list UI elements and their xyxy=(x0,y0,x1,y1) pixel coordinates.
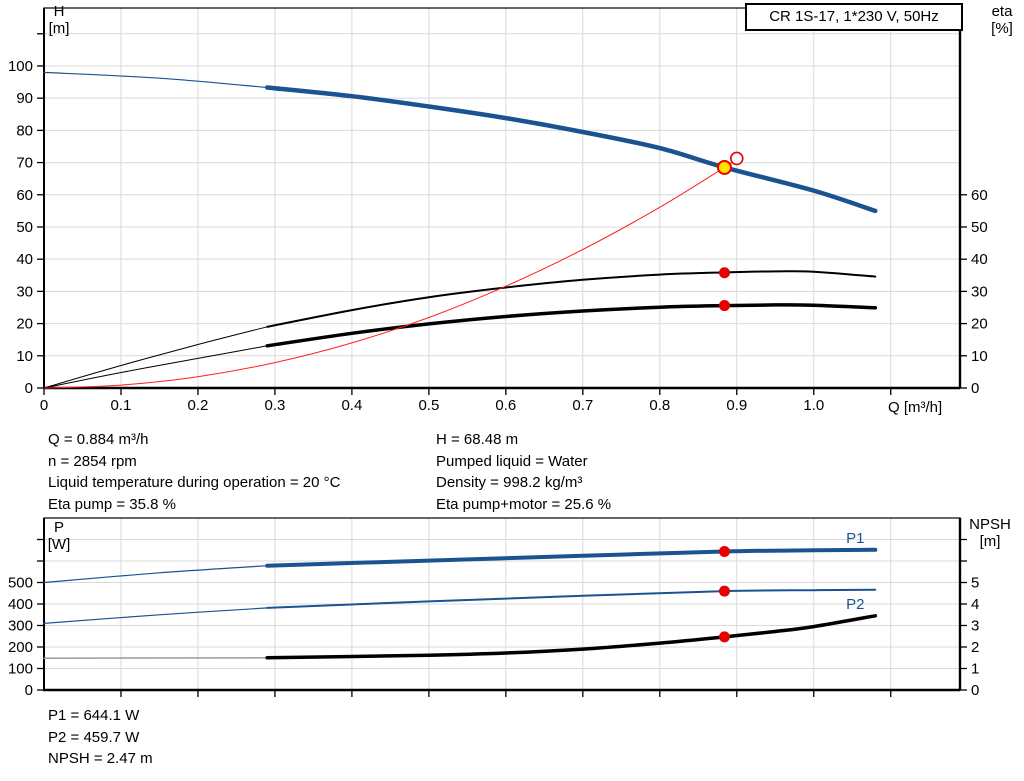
h-axis-label: H [m] xyxy=(48,3,70,37)
y-left-tick-label: 70 xyxy=(16,155,33,172)
duty-info-right: H = 68.48 m Pumped liquid = Water Densit… xyxy=(436,429,611,515)
axis-ticks xyxy=(37,33,967,395)
plot-border xyxy=(43,7,961,389)
eta-pump-curve xyxy=(266,270,877,328)
head-curve xyxy=(264,85,878,214)
chart-0: 0 0.1 0.2 0.3 0.4 0.5 0.6 0.7 0.8 0.9 1.0 0 10 20 30 40… xyxy=(8,7,988,414)
y-left-tick-label: 200 xyxy=(8,639,33,656)
eta-pump-motor-point xyxy=(718,300,730,312)
info-pumped-liquid: Pumped liquid = Water xyxy=(436,452,588,470)
eta-axis-label: eta [%] xyxy=(991,3,1013,37)
y-left-tick-label: 50 xyxy=(16,219,33,236)
eta-pump-min-flow xyxy=(43,326,268,389)
p1-curve xyxy=(265,547,878,568)
info-liquid-temp: Liquid temperature during operation = 20… xyxy=(48,474,341,491)
info-npsh: NPSH = 2.47 m xyxy=(48,750,153,767)
axis-tick-labels: 0 0.1 0.2 0.3 0.4 0.5 0.6 0.7 0.8 0.9 1.0 0 10 20 30 40… xyxy=(8,58,988,414)
y-right-tick-label: 3 xyxy=(971,618,979,635)
y-left-tick-label: 300 xyxy=(8,618,33,635)
y-left-tick-label: 0 xyxy=(25,682,33,699)
y-right-tick-label: 1 xyxy=(971,661,979,678)
info-h: H = 68.48 m xyxy=(436,431,519,448)
y-left-tick-label: 0 xyxy=(25,380,33,397)
x-tick-label: 0 xyxy=(40,397,48,414)
info-q: Q = 0.884 m³/h xyxy=(48,431,149,448)
eta-pump-motor-curve xyxy=(265,303,878,348)
duty-info-left: Q = 0.884 m³/h n = 2854 rpm Liquid tempe… xyxy=(48,429,340,515)
x-tick-label: 0.3 xyxy=(264,397,285,414)
head-curve-min-flow xyxy=(43,71,268,89)
y-right-tick-label: 30 xyxy=(971,283,988,300)
axis-ticks xyxy=(37,538,967,697)
x-tick-label: 0.9 xyxy=(726,397,747,414)
y-right-tick-label: 4 xyxy=(971,596,979,613)
y-left-tick-label: 80 xyxy=(16,122,33,139)
axis-tick-labels: 0 100 200 300 400 500 0 1 2 3 4 5 xyxy=(8,575,979,700)
p2-curve xyxy=(266,588,877,609)
p2-curve-label: P2 xyxy=(846,596,864,613)
info-eta-pump: Eta pump = 35.8 % xyxy=(48,495,176,513)
y-left-tick-label: 20 xyxy=(16,316,33,333)
y-right-tick-label: 0 xyxy=(971,380,979,397)
x-tick-label: 0.5 xyxy=(418,397,439,414)
x-tick-label: 0.4 xyxy=(341,397,362,414)
p1-curve-label: P1 xyxy=(846,530,864,547)
y-right-tick-label: 60 xyxy=(971,187,988,204)
requested-duty-point xyxy=(729,151,744,166)
q-axis-label: Q [m³/h] xyxy=(888,399,943,416)
y-right-tick-label: 20 xyxy=(971,316,988,333)
y-left-tick-label: 60 xyxy=(16,187,33,204)
gridlines xyxy=(44,8,960,388)
system-curve xyxy=(43,158,738,389)
x-tick-label: 0.8 xyxy=(649,397,670,414)
npsh-point xyxy=(718,631,730,643)
info-p2: P2 = 459.7 W xyxy=(48,728,140,746)
y-left-tick-label: 30 xyxy=(16,283,33,300)
x-tick-label: 1.0 xyxy=(803,397,824,414)
curve-title-box: CR 1S-17, 1*230 V, 50Hz xyxy=(745,3,963,31)
info-rpm: n = 2854 rpm xyxy=(48,452,137,470)
npsh-axis-label: NPSH [m] xyxy=(969,516,1011,550)
p1-min-flow xyxy=(43,565,268,584)
p2-min-flow xyxy=(43,607,268,624)
eta-pump-point xyxy=(718,267,730,279)
npsh-curve xyxy=(265,614,878,660)
p-axis-label: P [W] xyxy=(47,519,71,553)
y-left-tick-label: 40 xyxy=(16,251,33,268)
y-right-tick-label: 40 xyxy=(971,251,988,268)
y-left-tick-label: 90 xyxy=(16,90,33,107)
x-tick-label: 0.2 xyxy=(188,397,209,414)
power-info: P1 = 644.1 W P2 = 459.7 W NPSH = 2.47 m xyxy=(48,705,153,770)
y-left-tick-label: 400 xyxy=(8,596,33,613)
x-tick-label: 0.7 xyxy=(572,397,593,414)
y-left-tick-label: 500 xyxy=(8,575,33,592)
info-p1: P1 = 644.1 W xyxy=(48,707,140,724)
p1-point xyxy=(718,546,730,558)
y-right-tick-label: 2 xyxy=(971,639,979,656)
eta-pump-motor-min-flow xyxy=(43,345,268,389)
y-right-tick-label: 10 xyxy=(971,348,988,365)
duty-point[interactable] xyxy=(716,159,732,175)
info-density: Density = 998.2 kg/m³ xyxy=(436,474,583,491)
x-tick-label: 0.1 xyxy=(111,397,132,414)
y-right-tick-label: 5 xyxy=(971,575,979,592)
y-left-tick-label: 10 xyxy=(16,348,33,365)
y-left-tick-label: 100 xyxy=(8,58,33,75)
chart-1: 0 100 200 300 400 500 0 1 2 3 4 5 P1 P2 xyxy=(8,517,979,700)
info-eta-pump-motor: Eta pump+motor = 25.6 % xyxy=(436,495,612,513)
y-right-tick-label: 50 xyxy=(971,219,988,236)
y-right-tick-label: 0 xyxy=(971,682,979,699)
x-tick-label: 0.6 xyxy=(495,397,516,414)
y-left-tick-label: 100 xyxy=(8,661,33,678)
gridlines xyxy=(44,518,960,690)
p2-point xyxy=(718,585,730,597)
curve-title: CR 1S-17, 1*230 V, 50Hz xyxy=(769,8,939,25)
